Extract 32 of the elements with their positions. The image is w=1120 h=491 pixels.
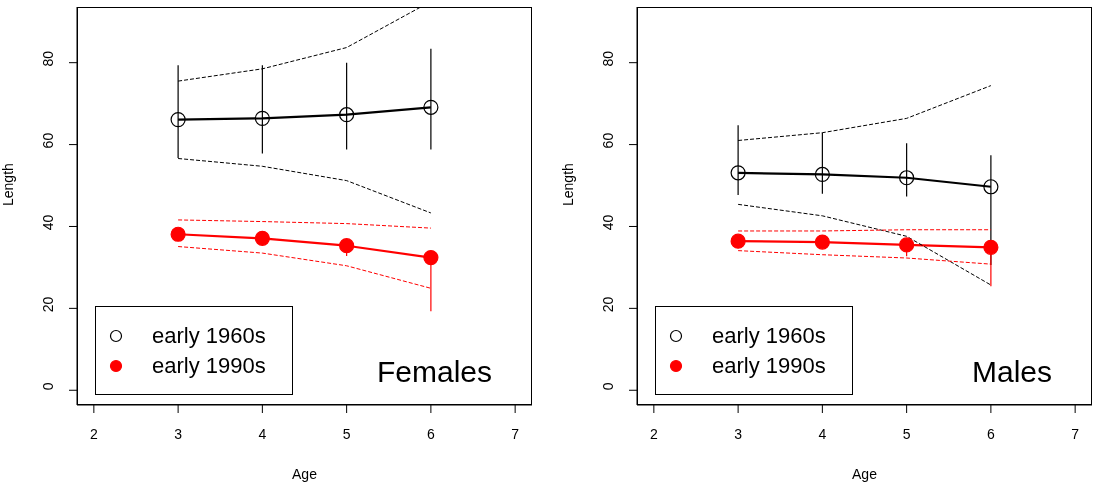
annotation: Males — [971, 355, 1052, 389]
x-axis-title: Age — [852, 466, 878, 482]
x-tick-label: 2 — [89, 425, 98, 442]
x-tick-label: 4 — [818, 425, 827, 442]
y-tick-label: 20 — [40, 296, 56, 313]
x-axis-title: Age — [292, 466, 318, 482]
y-tick-label: 60 — [600, 132, 616, 149]
x-tick-label: 7 — [1071, 425, 1080, 442]
x-tick-label: 2 — [649, 425, 658, 442]
y-tick-label: 0 — [40, 382, 56, 391]
x-tick-label: 4 — [258, 425, 267, 442]
y-tick-label: 60 — [40, 132, 56, 149]
x-tick-label: 5 — [342, 425, 351, 442]
y-axis-title: Length — [0, 163, 16, 206]
x-tick-label: 6 — [426, 425, 435, 442]
y-tick-label: 40 — [40, 214, 56, 231]
x-tick-label: 5 — [902, 425, 911, 442]
y-tick-label: 40 — [600, 214, 616, 231]
annotation: Females — [376, 355, 492, 389]
x-tick-label: 3 — [734, 425, 743, 442]
y-tick-label: 80 — [600, 50, 616, 67]
x-tick-label: 6 — [986, 425, 995, 442]
legend-label: early 1960s — [152, 323, 266, 349]
legend-label: early 1990s — [152, 353, 266, 379]
x-tick-label: 3 — [174, 425, 183, 442]
x-tick-label: 7 — [511, 425, 520, 442]
legend-label: early 1990s — [712, 353, 826, 379]
y-axis-title: Length — [559, 163, 576, 206]
y-tick-label: 20 — [600, 296, 616, 313]
y-tick-label: 80 — [40, 50, 56, 67]
y-tick-label: 0 — [600, 382, 616, 391]
legend-label: early 1960s — [712, 323, 826, 349]
